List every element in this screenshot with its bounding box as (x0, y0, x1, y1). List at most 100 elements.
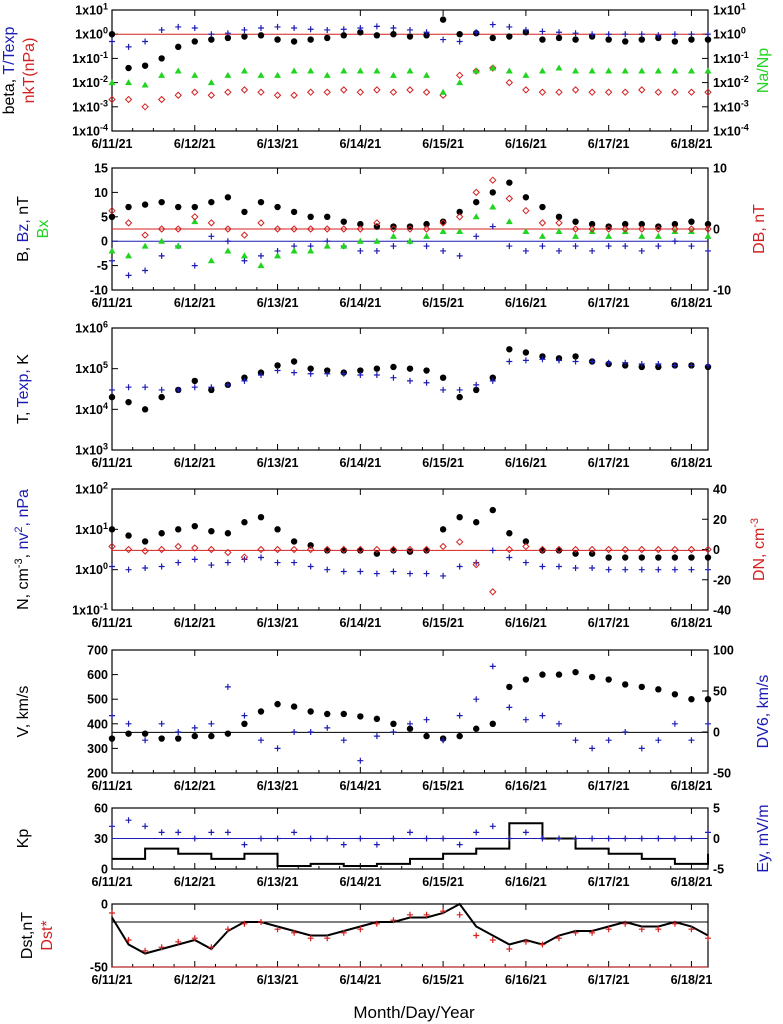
data-point-diamond (604, 545, 613, 554)
data-point-plus (208, 233, 215, 240)
data-point-dot (688, 36, 695, 43)
data-point-plus (307, 729, 314, 735)
x-tick-label: 6/18/21 (671, 779, 713, 793)
data-point-triangle (654, 232, 662, 239)
y-tick-label: 1x10-4 (72, 123, 108, 139)
data-point-plus (456, 712, 463, 719)
data-point-plus (622, 243, 629, 250)
panel-kp: 6/11/21 6/12/21 6/13/21 6/14/21 6/15/21 6/16/… (15, 802, 772, 890)
data-point-plus (638, 926, 645, 933)
data-point-dot (638, 683, 645, 691)
data-point-plus (423, 570, 430, 577)
data-point-dot (208, 732, 215, 740)
data-point-triangle (406, 237, 414, 244)
y-axis-label: Kp (15, 829, 32, 849)
data-point-plus (158, 386, 165, 393)
panel-velocity: 6/11/21 6/12/21 6/13/21 6/14/21 6/15/21 6/16/… (15, 644, 772, 794)
x-tick-label: 6/13/21 (257, 137, 299, 151)
data-point-plus (622, 566, 629, 573)
data-point-triangle (340, 242, 348, 249)
data-point-dot (439, 218, 447, 225)
data-point-plus (506, 23, 513, 30)
data-point-triangle (389, 232, 397, 239)
x-tick-label: 6/15/21 (422, 296, 464, 310)
x-tick-label: 6/15/21 (422, 875, 464, 889)
x-tick-label: 6/13/21 (257, 875, 299, 889)
data-point-plus (671, 566, 678, 573)
data-point-plus (357, 926, 364, 933)
data-point-plus (357, 568, 364, 575)
data-point-plus (539, 28, 546, 35)
data-point-triangle (439, 227, 447, 234)
data-point-plus (175, 23, 182, 30)
data-point-plus (539, 712, 546, 719)
data-point-plus (258, 835, 264, 842)
data-point-dot (241, 33, 248, 40)
data-point-dot (158, 55, 165, 62)
data-point-diamond (406, 86, 414, 94)
data-point-dot (390, 31, 397, 38)
data-point-dot (605, 554, 612, 561)
data-point-plus (622, 729, 629, 735)
data-point-plus (671, 31, 678, 38)
data-point-plus (671, 920, 678, 927)
data-point-triangle (704, 67, 712, 74)
y-right-axis-label: DB, nT (751, 204, 768, 254)
data-point-plus (224, 559, 231, 566)
x-tick-label: 6/12/21 (174, 779, 216, 793)
x-tick-label: 6/11/21 (91, 973, 132, 987)
data-point-dot (622, 220, 629, 228)
data-point-triangle (671, 67, 679, 74)
data-point-diamond (141, 547, 149, 555)
data-point-dot (456, 31, 463, 38)
data-point-dot (324, 34, 331, 42)
data-point-plus (324, 566, 331, 573)
data-point-plus (208, 31, 215, 38)
data-point-plus (175, 386, 182, 393)
data-point-dot (456, 513, 463, 521)
data-point-dot (489, 189, 496, 196)
data-point-triangle (605, 232, 613, 239)
y-right-tick-label: -10 (713, 284, 731, 298)
data-point-plus (307, 563, 314, 570)
data-point-triangle (588, 227, 596, 234)
data-point-triangle (340, 67, 348, 74)
data-point-dot (439, 16, 447, 23)
data-point-plus (241, 26, 248, 33)
data-point-diamond (174, 542, 182, 551)
y-axis-label: beta, T/Texp (1, 27, 18, 115)
data-point-diamond (687, 545, 696, 554)
panel-dst: 6/11/21 6/12/21 6/13/21 6/14/21 6/15/21 6/16/… (19, 898, 712, 988)
data-point-diamond (704, 88, 712, 96)
data-point-plus (407, 911, 413, 918)
data-point-diamond (621, 88, 629, 96)
y-tick-label: 5 (101, 210, 108, 224)
data-point-plus (291, 369, 298, 376)
data-point-dot (274, 203, 281, 211)
data-point-plus (556, 247, 562, 254)
data-point-plus (605, 243, 612, 250)
data-point-triangle (307, 247, 315, 254)
data-point-plus (456, 841, 463, 848)
data-point-dot (671, 554, 679, 561)
data-point-dot (704, 554, 712, 561)
data-point-dot (141, 201, 149, 208)
data-point-dot (506, 346, 513, 353)
data-point-plus (191, 384, 198, 391)
data-point-dot (489, 720, 496, 727)
data-point-dot (224, 530, 232, 537)
data-point-plus (589, 31, 596, 38)
data-point-diamond (257, 545, 265, 554)
data-point-dot (539, 671, 546, 678)
data-point-triangle (207, 257, 215, 264)
data-point-dot (241, 374, 248, 381)
data-point-dot (307, 36, 314, 43)
data-point-dot (257, 513, 265, 521)
data-point-diamond (356, 545, 365, 554)
y-right-tick-label: 1x101 (713, 2, 746, 18)
x-tick-label: 6/11/21 (91, 456, 132, 470)
data-point-dot (688, 218, 695, 225)
data-point-diamond (124, 219, 133, 227)
data-point-dot (423, 32, 430, 39)
data-point-plus (655, 926, 662, 933)
